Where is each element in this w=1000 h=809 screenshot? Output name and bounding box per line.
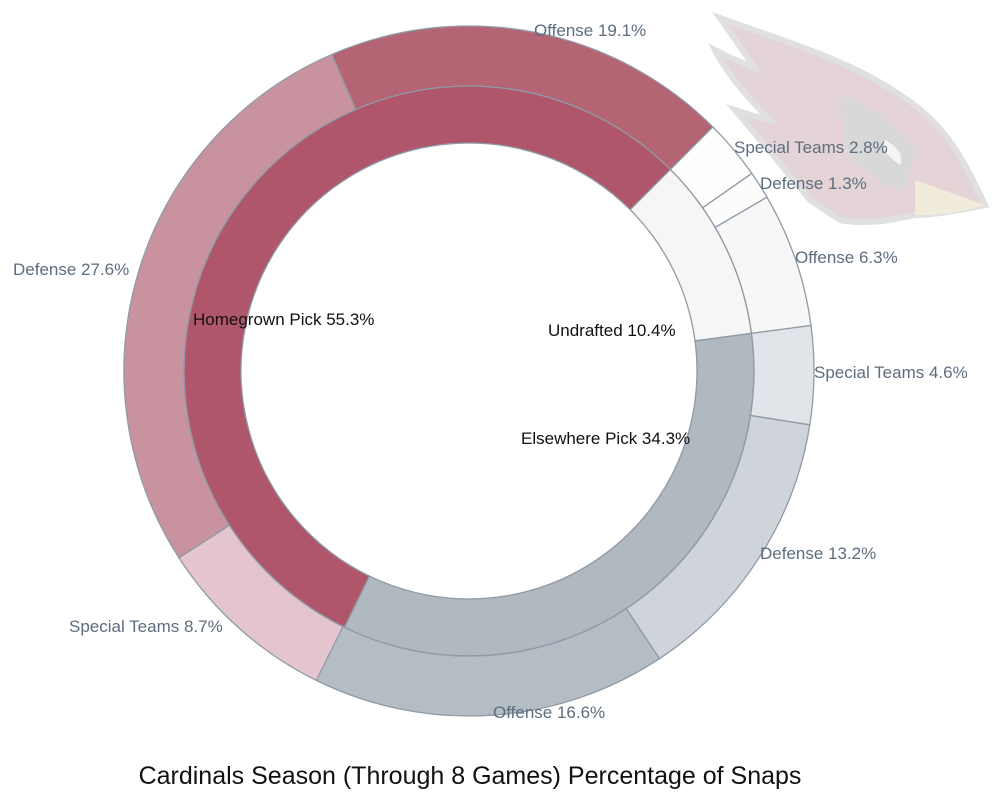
outer-segment-special-teams[interactable]	[749, 324, 815, 426]
inner-segment-label: Elsewhere Pick 34.3%	[521, 429, 691, 448]
outer-segment-label: Defense 27.6%	[13, 260, 130, 279]
outer-segment-label: Defense 13.2%	[760, 544, 877, 563]
inner-segment-label: Homegrown Pick 55.3%	[193, 310, 375, 329]
outer-segment-label: Special Teams 4.6%	[814, 363, 968, 382]
outer-segment-label: Special Teams 8.7%	[69, 617, 223, 636]
outer-segment-label: Offense 16.6%	[493, 703, 606, 722]
outer-ring	[123, 25, 815, 717]
inner-segment-label: Undrafted 10.4%	[548, 321, 676, 340]
cardinal-logo-icon	[708, 11, 990, 226]
outer-segment-label: Offense 19.1%	[534, 21, 647, 40]
chart-title: Cardinals Season (Through 8 Games) Perce…	[138, 762, 802, 790]
outer-segment-label: Defense 1.3%	[760, 174, 867, 193]
outer-segment-label: Offense 6.3%	[795, 248, 898, 267]
inner-ring	[183, 85, 755, 657]
outer-segment-label: Special Teams 2.8%	[734, 138, 888, 157]
outer-segment-offense[interactable]	[315, 607, 661, 717]
